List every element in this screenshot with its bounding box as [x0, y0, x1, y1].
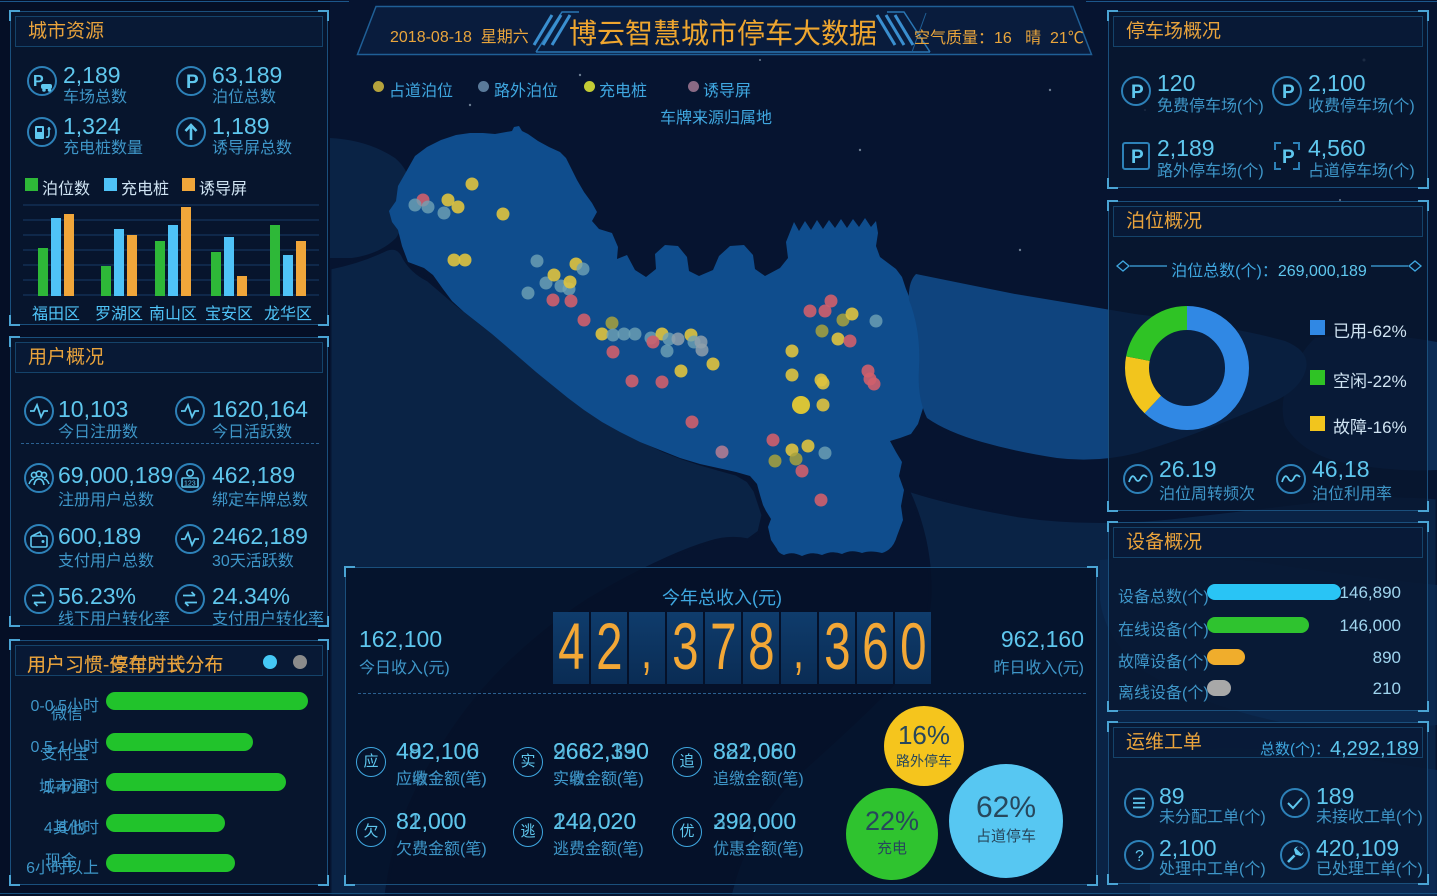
svg-text:P: P — [1131, 82, 1144, 103]
svg-text:P: P — [1282, 82, 1295, 103]
svg-text:P: P — [1131, 147, 1144, 168]
svg-text:P: P — [186, 72, 199, 93]
svg-text:P: P — [1282, 147, 1295, 168]
svg-text:123: 123 — [184, 481, 196, 488]
svg-text:?: ? — [1135, 848, 1144, 865]
svg-text:P: P — [33, 73, 44, 90]
